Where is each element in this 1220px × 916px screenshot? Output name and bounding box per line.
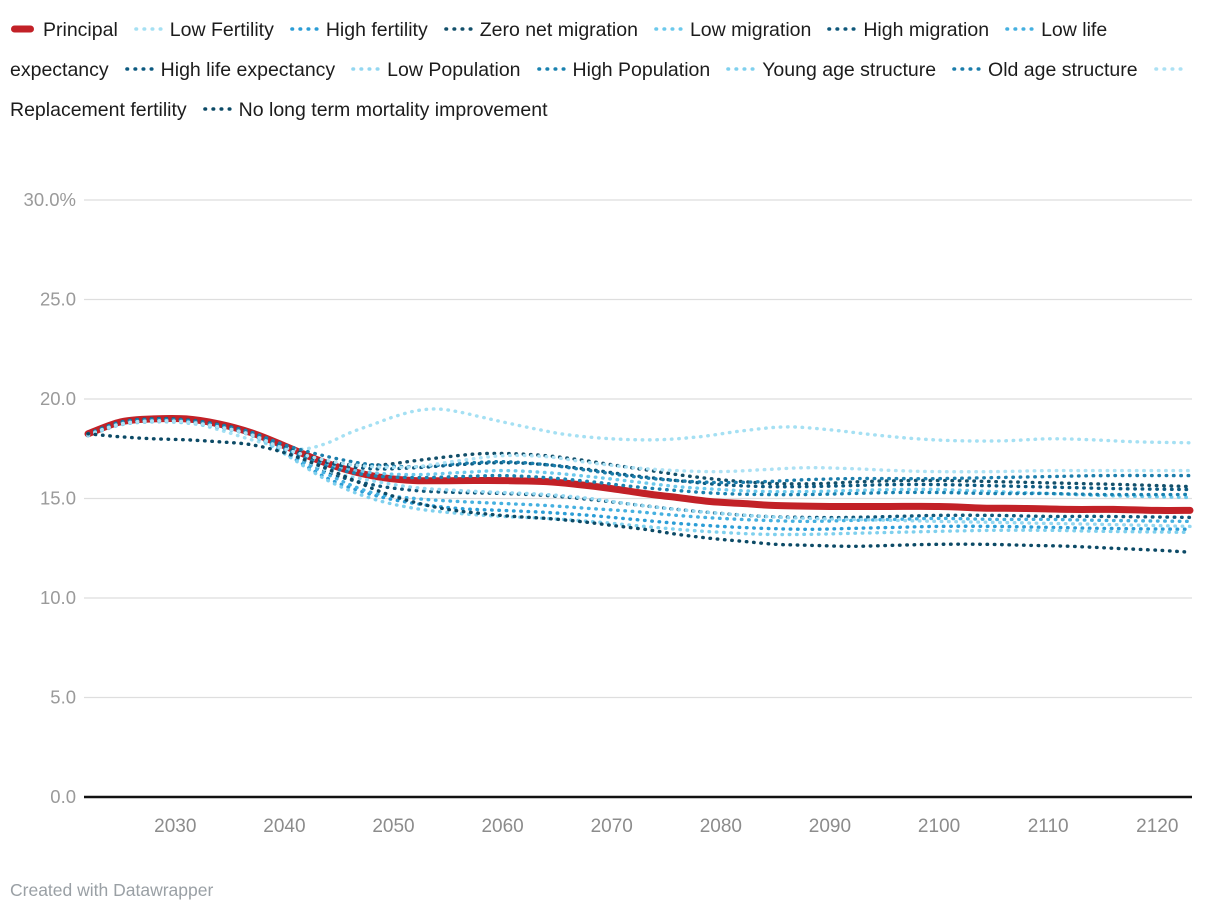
legend-item-low-life-expectancy: Low life expectancy: [10, 19, 1107, 81]
legend-label-principal: Principal: [43, 19, 118, 41]
y-axis-label-15: 15.0: [40, 488, 76, 509]
legend-item-young-age-structure: Young age structure: [725, 59, 936, 81]
line-chart-svg: 30.0% 25.0 20.0 15.0 10.0 5.0 0.0 2030 2040 2050 2…: [24, 189, 1194, 837]
series-line-replacement-fertility[interactable]: [86, 419, 1192, 474]
series-line-principal[interactable]: [84, 414, 1194, 514]
dotted-line-swatch-no-long-term-mortality-improvement: [202, 107, 232, 111]
x-axis-label-2060: 2060: [481, 816, 523, 837]
legend-item-high-migration: High migration: [826, 19, 989, 41]
legend-item-high-fertility: High fertility: [289, 19, 428, 41]
legend-label-young-age-structure: Young age structure: [762, 59, 937, 81]
series-line-no-long-term-mortality-improvement[interactable]: [86, 432, 1192, 554]
legend-item-low-population: Low Population: [350, 59, 521, 81]
legend-label-replacement-fertility: Replacement fertility: [10, 99, 187, 121]
dotted-line-swatch-young-age-structure: [726, 67, 756, 71]
x-axis-label-2120: 2120: [1136, 816, 1178, 837]
dotted-line-swatch-replacement-fertility: [1153, 67, 1183, 71]
legend-item-principal: Principal: [10, 19, 118, 41]
dotted-line-swatch-low-population: [351, 67, 381, 71]
legend-label-no-long-term-mortality-improvement: No long term mortality improvement: [238, 99, 548, 121]
legend-label-high-life-expectancy: High life expectancy: [160, 59, 336, 81]
legend-item-high-population: High Population: [536, 59, 711, 81]
legend-label-low-population: Low Population: [387, 59, 521, 81]
series-line-low-fertility[interactable]: [86, 407, 1192, 451]
legend-label-high-migration: High migration: [863, 19, 990, 41]
legend-item-zero-net-migration: Zero net migration: [443, 19, 638, 41]
legend-item-replacement-fertility: Replacement fertility: [10, 59, 1190, 121]
dotted-line-swatch-high-population: [536, 67, 566, 71]
dotted-line-swatch-high-life-expectancy: [124, 67, 154, 71]
y-axis-label-10: 10.0: [40, 587, 76, 608]
legend-label-low-life-expectancy: Low life expectancy: [10, 19, 1108, 81]
dotted-line-swatch-low-migration: [654, 27, 683, 31]
x-axis-label-2100: 2100: [918, 816, 960, 837]
series-line-young-age-structure[interactable]: [86, 420, 1192, 537]
x-axis-label-2090: 2090: [809, 816, 851, 837]
dotted-line-swatch-high-migration: [827, 27, 857, 31]
x-axis-label-2110: 2110: [1028, 816, 1069, 837]
line-chart-area: 30.0% 25.0 20.0 15.0 10.0 5.0 0.0 2030 2040 2050 2…: [0, 175, 1220, 865]
legend-label-high-fertility: High fertility: [325, 19, 428, 41]
y-axis-label-5: 5.0: [50, 687, 76, 708]
x-axis-label-2080: 2080: [700, 816, 742, 837]
y-axis-label-0: 0.0: [50, 786, 76, 807]
legend-item-low-migration: Low migration: [653, 19, 811, 41]
legend-item-low-fertility: Low Fertility: [133, 19, 274, 41]
legend-label-high-population: High Population: [572, 59, 711, 81]
legend-label-low-fertility: Low Fertility: [169, 19, 274, 41]
dotted-line-swatch-high-fertility: [290, 27, 319, 31]
x-axis-label-2030: 2030: [154, 816, 196, 837]
legend-label-low-migration: Low migration: [689, 19, 812, 41]
legend-item-high-life-expectancy: High life expectancy: [124, 59, 336, 81]
x-axis-label-2040: 2040: [263, 816, 305, 837]
y-axis-label-30: 30.0%: [24, 189, 76, 210]
dotted-line-swatch-zero-net-migration: [443, 27, 473, 31]
chart-legend: Principal Low Fertility High fertility Zero…: [10, 10, 1200, 130]
series-line-high-life-expectancy[interactable]: [86, 417, 1192, 492]
dotted-line-swatch-low-fertility: [133, 27, 163, 31]
datawrapper-attribution: Created with Datawrapper: [10, 880, 214, 900]
dotted-line-swatch-low-life-expectancy: [1005, 27, 1035, 31]
y-axis-label-25: 25.0: [40, 289, 76, 310]
series-line-old-age-structure[interactable]: [86, 417, 1192, 485]
legend-item-no-long-term-mortality-improvement: No long term mortality improvement: [202, 99, 548, 121]
x-axis-label-2070: 2070: [591, 816, 633, 837]
legend-label-zero-net-migration: Zero net migration: [479, 19, 638, 41]
solid-line-swatch-principal: [11, 25, 34, 33]
x-axis-label-2050: 2050: [372, 816, 414, 837]
dotted-line-swatch-old-age-structure: [952, 67, 982, 71]
y-axis-label-20: 20.0: [40, 388, 76, 409]
legend-label-old-age-structure: Old age structure: [988, 59, 1138, 81]
legend-item-old-age-structure: Old age structure: [951, 59, 1138, 81]
